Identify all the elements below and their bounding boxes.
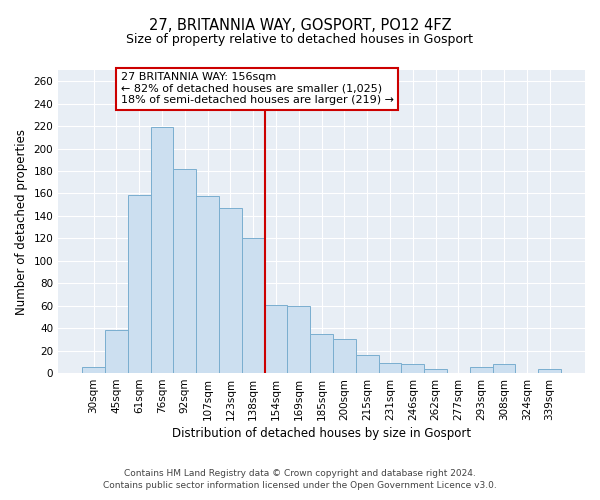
Bar xyxy=(219,208,242,373)
Bar xyxy=(173,169,196,373)
Bar xyxy=(105,330,128,373)
Text: 27 BRITANNIA WAY: 156sqm
← 82% of detached houses are smaller (1,025)
18% of sem: 27 BRITANNIA WAY: 156sqm ← 82% of detach… xyxy=(121,72,394,106)
Text: 27, BRITANNIA WAY, GOSPORT, PO12 4FZ: 27, BRITANNIA WAY, GOSPORT, PO12 4FZ xyxy=(149,18,451,32)
Bar xyxy=(424,368,447,373)
Bar xyxy=(538,368,561,373)
Bar xyxy=(356,355,379,373)
Bar xyxy=(82,368,105,373)
Bar xyxy=(242,238,265,373)
X-axis label: Distribution of detached houses by size in Gosport: Distribution of detached houses by size … xyxy=(172,427,471,440)
Text: Size of property relative to detached houses in Gosport: Size of property relative to detached ho… xyxy=(127,32,473,46)
Bar xyxy=(196,196,219,373)
Bar xyxy=(401,364,424,373)
Bar xyxy=(333,340,356,373)
Bar xyxy=(265,304,287,373)
Bar xyxy=(151,127,173,373)
Bar xyxy=(128,194,151,373)
Bar xyxy=(379,363,401,373)
Bar xyxy=(493,364,515,373)
Bar xyxy=(310,334,333,373)
Text: Contains HM Land Registry data © Crown copyright and database right 2024.
Contai: Contains HM Land Registry data © Crown c… xyxy=(103,468,497,490)
Y-axis label: Number of detached properties: Number of detached properties xyxy=(15,128,28,314)
Bar xyxy=(470,368,493,373)
Bar xyxy=(287,306,310,373)
